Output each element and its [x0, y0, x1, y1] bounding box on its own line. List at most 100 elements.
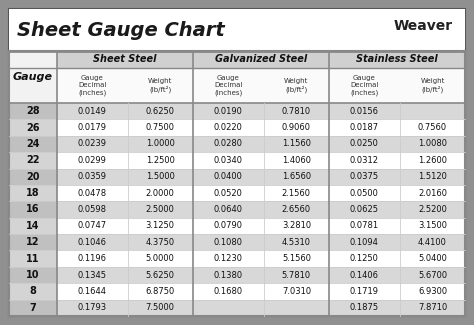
Text: Gauge
Decimal
(inches): Gauge Decimal (inches) [350, 75, 379, 96]
Text: 0.7560: 0.7560 [418, 123, 447, 132]
Text: 0.0280: 0.0280 [214, 139, 243, 149]
Text: 16: 16 [26, 204, 40, 215]
Text: 28: 28 [26, 106, 40, 116]
Text: 8: 8 [29, 286, 36, 296]
Text: 2.5000: 2.5000 [146, 205, 175, 214]
Text: 4.4100: 4.4100 [418, 238, 447, 247]
Text: 0.1680: 0.1680 [214, 287, 243, 296]
Bar [57, 68, 128, 103]
Bar [9, 201, 465, 218]
Text: 1.0000: 1.0000 [146, 139, 175, 149]
Bar [9, 218, 57, 234]
Text: 1.5120: 1.5120 [418, 172, 447, 181]
Bar [9, 234, 57, 251]
Text: 0.1046: 0.1046 [78, 238, 107, 247]
Text: 5.0000: 5.0000 [146, 254, 175, 263]
Text: 0.0250: 0.0250 [350, 139, 379, 149]
Text: 3.1250: 3.1250 [146, 221, 175, 230]
Bar [400, 68, 465, 103]
Text: Stainless Steel: Stainless Steel [356, 55, 438, 64]
Text: 5.0400: 5.0400 [418, 254, 447, 263]
Text: 5.7810: 5.7810 [282, 270, 311, 280]
Text: 2.1560: 2.1560 [282, 188, 311, 198]
Text: 2.5200: 2.5200 [418, 205, 447, 214]
Text: Weight
(lb/ft²): Weight (lb/ft²) [420, 78, 445, 93]
Text: 0.7810: 0.7810 [282, 107, 311, 116]
Text: 0.0781: 0.0781 [350, 221, 379, 230]
Text: 4.5310: 4.5310 [282, 238, 311, 247]
Text: 0.0187: 0.0187 [350, 123, 379, 132]
Bar [9, 283, 57, 300]
Bar [9, 136, 465, 152]
Text: 0.0640: 0.0640 [214, 205, 243, 214]
Text: 20: 20 [26, 172, 40, 182]
Text: 5.6250: 5.6250 [146, 270, 175, 280]
Bar [9, 283, 465, 300]
Text: 1.5000: 1.5000 [146, 172, 175, 181]
Text: 0.0340: 0.0340 [214, 156, 243, 165]
Bar [329, 51, 465, 68]
Bar [9, 119, 465, 136]
Text: Weight
(lb/ft²): Weight (lb/ft²) [148, 78, 173, 93]
Text: Gauge: Gauge [13, 72, 53, 82]
Text: 0.0359: 0.0359 [78, 172, 107, 181]
Text: 7: 7 [29, 303, 36, 313]
Text: 0.0375: 0.0375 [350, 172, 379, 181]
Text: Gauge
Decimal
(inches): Gauge Decimal (inches) [214, 75, 243, 96]
Bar [9, 267, 57, 283]
Text: Weaver: Weaver [394, 19, 453, 33]
Bar [9, 152, 465, 169]
Bar [9, 185, 465, 201]
Text: 0.0625: 0.0625 [350, 205, 379, 214]
Text: 1.2600: 1.2600 [418, 156, 447, 165]
Bar [9, 169, 57, 185]
Text: 0.1719: 0.1719 [350, 287, 379, 296]
Text: 0.0478: 0.0478 [78, 188, 107, 198]
Text: 0.0520: 0.0520 [214, 188, 243, 198]
Text: 0.1875: 0.1875 [350, 303, 379, 312]
Text: 1.1560: 1.1560 [282, 139, 311, 149]
Text: 0.1080: 0.1080 [214, 238, 243, 247]
Text: 10: 10 [26, 270, 40, 280]
Bar [9, 169, 465, 185]
Bar [264, 68, 329, 103]
Text: 14: 14 [26, 221, 40, 231]
Bar [9, 251, 465, 267]
Text: 0.1380: 0.1380 [214, 270, 243, 280]
Text: 0.0190: 0.0190 [214, 107, 243, 116]
Text: 12: 12 [26, 237, 40, 247]
Bar [9, 201, 57, 218]
Text: 0.0179: 0.0179 [78, 123, 107, 132]
Text: 0.1345: 0.1345 [78, 270, 107, 280]
Text: 0.1250: 0.1250 [350, 254, 379, 263]
Text: 4.3750: 4.3750 [146, 238, 175, 247]
Bar [9, 9, 465, 51]
Bar [9, 103, 465, 119]
Text: 0.1793: 0.1793 [78, 303, 107, 312]
Text: 5.6700: 5.6700 [418, 270, 447, 280]
Text: 7.5000: 7.5000 [146, 303, 175, 312]
Text: Sheet Gauge Chart: Sheet Gauge Chart [17, 20, 225, 40]
Text: 0.1406: 0.1406 [350, 270, 379, 280]
Bar [9, 234, 465, 251]
Text: 7.0310: 7.0310 [282, 287, 311, 296]
Bar [9, 218, 465, 234]
Text: Gauge
Decimal
(inches): Gauge Decimal (inches) [78, 75, 106, 96]
Bar [193, 51, 329, 68]
Text: 1.4060: 1.4060 [282, 156, 311, 165]
Text: 2.0000: 2.0000 [146, 188, 175, 198]
Text: Sheet Steel: Sheet Steel [93, 55, 156, 64]
Bar [193, 68, 264, 103]
Bar [9, 267, 465, 283]
Text: 0.0149: 0.0149 [78, 107, 107, 116]
Bar [9, 152, 57, 169]
Text: 1.2500: 1.2500 [146, 156, 175, 165]
Text: 2.6560: 2.6560 [282, 205, 311, 214]
Text: 2.0160: 2.0160 [418, 188, 447, 198]
Text: 0.1230: 0.1230 [214, 254, 243, 263]
Text: Weight
(lb/ft²): Weight (lb/ft²) [284, 78, 309, 93]
Bar [9, 103, 57, 119]
Text: 0.0239: 0.0239 [78, 139, 107, 149]
Text: 11: 11 [26, 254, 40, 264]
Text: 0.0500: 0.0500 [350, 188, 379, 198]
